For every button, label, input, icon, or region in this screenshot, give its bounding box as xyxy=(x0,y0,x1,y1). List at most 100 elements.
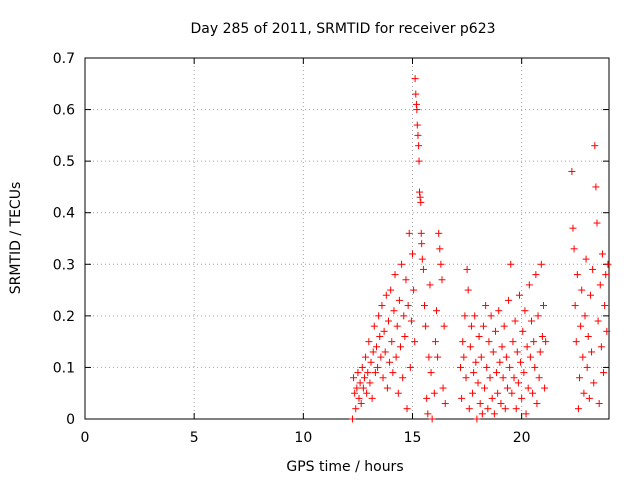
plot-frame xyxy=(84,57,610,420)
data-point xyxy=(370,322,378,330)
data-point xyxy=(574,405,582,413)
data-point xyxy=(405,229,413,237)
data-point xyxy=(507,260,515,268)
data-point xyxy=(415,188,423,196)
y-tick-label: 0.1 xyxy=(53,360,75,376)
data-point xyxy=(540,302,547,310)
data-point xyxy=(403,405,411,413)
data-point xyxy=(517,358,525,366)
data-point xyxy=(365,338,373,346)
data-point xyxy=(509,338,517,346)
data-point xyxy=(376,332,384,340)
data-point xyxy=(394,389,402,397)
data-point xyxy=(493,369,501,377)
data-point xyxy=(404,302,412,310)
data-point xyxy=(535,374,543,382)
data-point xyxy=(433,307,441,315)
data-point xyxy=(416,193,424,201)
data-point xyxy=(506,363,514,371)
data-point xyxy=(497,400,505,408)
data-point xyxy=(500,322,508,330)
data-point xyxy=(409,250,416,258)
data-point xyxy=(464,286,472,294)
data-point xyxy=(472,358,480,366)
data-point xyxy=(598,250,606,258)
data-point xyxy=(471,312,479,320)
data-point xyxy=(461,312,469,320)
data-point xyxy=(502,353,510,361)
data-point xyxy=(590,379,598,387)
data-point xyxy=(584,332,592,340)
data-point xyxy=(390,307,398,315)
data-point xyxy=(487,312,495,320)
data-point xyxy=(418,240,426,248)
data-point xyxy=(375,312,383,320)
data-point xyxy=(438,276,446,284)
data-point xyxy=(532,271,540,279)
data-point xyxy=(378,302,386,310)
data-point xyxy=(483,363,491,371)
data-point xyxy=(601,302,609,310)
x-axis-label: GPS time / hours xyxy=(286,459,403,475)
data-point xyxy=(352,405,360,413)
data-point xyxy=(348,415,356,423)
data-point xyxy=(581,312,589,320)
data-point xyxy=(457,363,465,371)
data-point xyxy=(522,410,530,418)
data-point xyxy=(356,379,364,387)
data-point xyxy=(508,389,516,397)
y-axis-label: SRMTID / TECUs xyxy=(8,182,24,295)
grid xyxy=(85,58,609,419)
data-point xyxy=(486,374,494,382)
data-point xyxy=(589,265,597,273)
data-point xyxy=(588,348,596,356)
data-point xyxy=(460,353,468,361)
data-point xyxy=(580,389,588,397)
data-point xyxy=(470,369,478,377)
data-point xyxy=(526,353,534,361)
data-point xyxy=(571,302,579,310)
data-point xyxy=(406,363,414,371)
data-point xyxy=(525,281,533,289)
data-point xyxy=(591,142,599,150)
y-tick-label: 0.5 xyxy=(53,154,75,170)
y-tick-label: 0 xyxy=(66,412,75,428)
data-point xyxy=(421,302,429,310)
data-point xyxy=(602,271,610,279)
data-point xyxy=(533,400,541,408)
data-point xyxy=(355,394,363,402)
data-point xyxy=(510,374,518,382)
x-tick-label: 5 xyxy=(190,430,199,446)
data-point xyxy=(351,389,359,397)
data-point xyxy=(573,271,581,279)
data-point xyxy=(407,317,415,325)
data-point xyxy=(402,276,410,284)
data-point xyxy=(381,348,389,356)
data-point xyxy=(363,389,371,397)
y-tick-label: 0.7 xyxy=(53,51,75,67)
data-point xyxy=(411,338,419,346)
data-point xyxy=(426,281,434,289)
data-point xyxy=(414,131,422,139)
data-point xyxy=(593,219,601,227)
data-point xyxy=(435,229,443,237)
data-point xyxy=(572,338,580,346)
data-point xyxy=(597,343,605,351)
data-point xyxy=(577,322,585,330)
data-point xyxy=(398,260,406,268)
data-point xyxy=(484,405,492,413)
data-point xyxy=(485,338,493,346)
data-point xyxy=(423,394,431,402)
data-point xyxy=(354,369,362,377)
data-point xyxy=(524,384,532,392)
data-point xyxy=(415,157,423,165)
data-point xyxy=(541,384,549,392)
data-point xyxy=(501,405,509,413)
data-point xyxy=(372,343,380,351)
data-point xyxy=(523,343,531,351)
data-point xyxy=(475,332,483,340)
data-point xyxy=(410,286,418,294)
data-point xyxy=(441,400,449,408)
data-point xyxy=(428,415,436,423)
